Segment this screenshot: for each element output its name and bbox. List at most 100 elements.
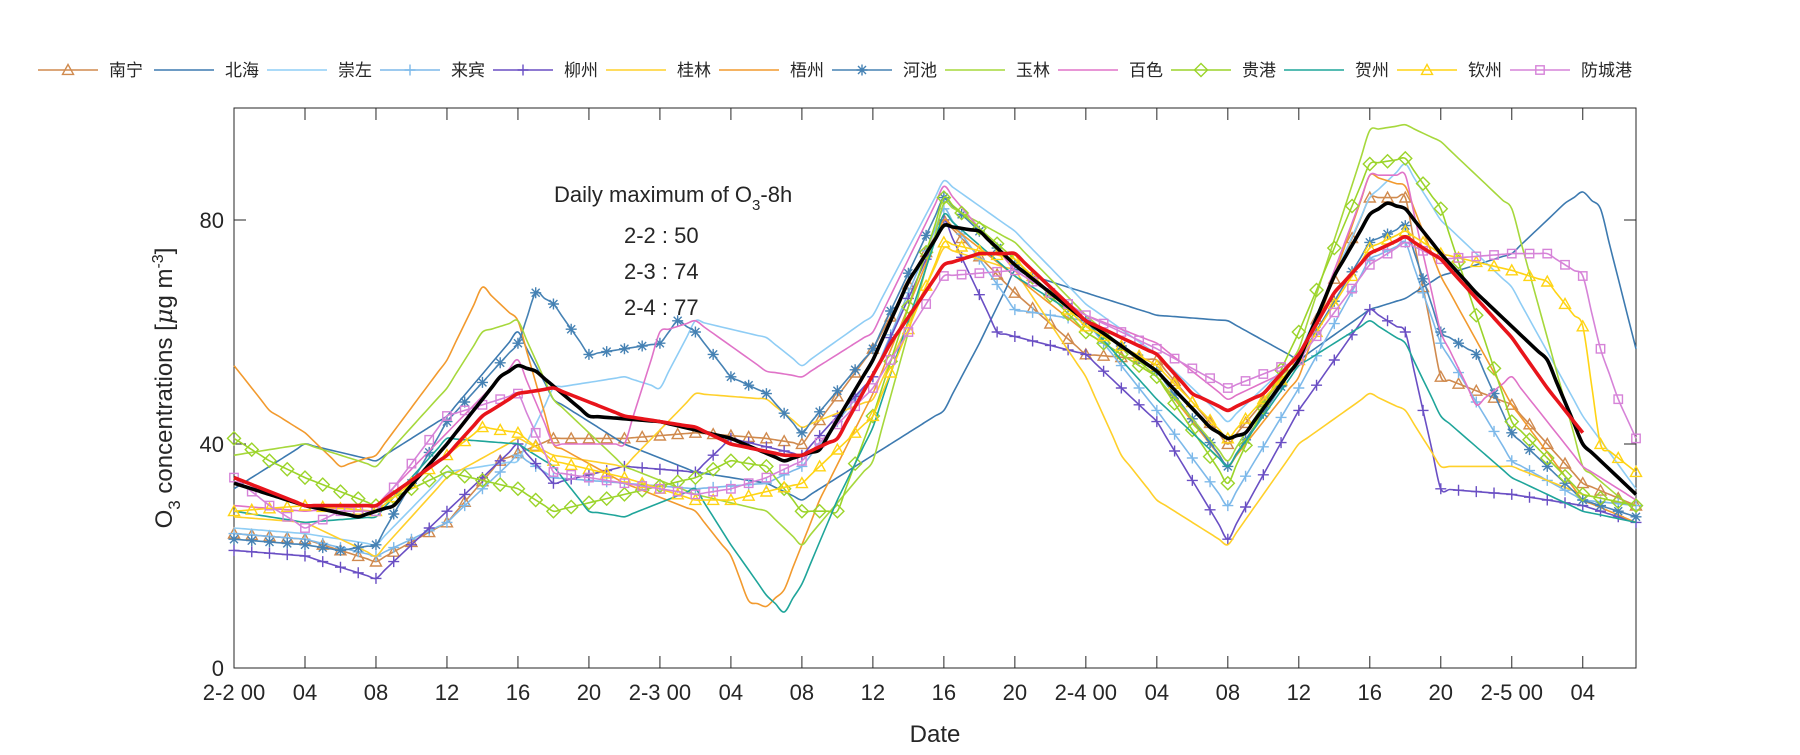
data-point xyxy=(459,396,471,408)
y-tick-label: 0 xyxy=(212,656,224,681)
legend-item: 梧州 xyxy=(719,61,824,80)
data-point xyxy=(850,401,861,412)
data-point xyxy=(1506,427,1518,439)
series-layer xyxy=(226,123,1644,613)
legend-marker xyxy=(856,64,868,76)
data-point xyxy=(1257,441,1269,453)
data-point xyxy=(617,470,632,483)
data-point xyxy=(1489,250,1499,260)
x-tick-label: 2-5 00 xyxy=(1481,680,1543,705)
data-point xyxy=(1293,404,1305,416)
data-point xyxy=(778,469,790,481)
data-point xyxy=(511,425,525,438)
data-point xyxy=(1328,354,1340,366)
data-point xyxy=(1595,343,1606,354)
legend-label: 河池 xyxy=(903,61,937,80)
data-point xyxy=(1151,404,1163,416)
x-tick-label: 12 xyxy=(1287,680,1311,705)
data-point xyxy=(1204,437,1216,449)
data-point xyxy=(867,343,879,355)
data-point xyxy=(1397,150,1413,166)
data-point xyxy=(1575,486,1591,502)
annotation-line-2: 2-3 : 74 xyxy=(624,259,699,284)
data-point xyxy=(1488,425,1500,437)
data-point xyxy=(796,460,808,472)
data-point xyxy=(1328,295,1340,307)
data-point xyxy=(1115,382,1127,394)
data-point xyxy=(1434,369,1448,382)
data-point xyxy=(1187,363,1198,374)
data-point xyxy=(1417,404,1429,416)
data-point xyxy=(564,458,578,471)
data-point xyxy=(619,478,630,489)
data-point xyxy=(885,305,897,317)
data-point xyxy=(991,278,1003,290)
annotation-line-3: 2-4 : 77 xyxy=(624,295,699,320)
data-point xyxy=(1417,273,1429,285)
data-point xyxy=(244,442,260,458)
data-point xyxy=(1435,337,1447,349)
data-point xyxy=(707,449,719,461)
data-point xyxy=(1240,376,1251,386)
data-point xyxy=(690,489,701,500)
data-point xyxy=(1453,252,1464,263)
data-point xyxy=(706,493,720,506)
legend-item: 贺州 xyxy=(1284,61,1389,80)
legend-label: 贺州 xyxy=(1355,61,1389,80)
x-tick-label: 08 xyxy=(364,680,388,705)
data-point xyxy=(599,466,614,479)
data-point xyxy=(1186,474,1198,486)
data-point xyxy=(1613,394,1624,405)
data-point xyxy=(282,511,293,522)
data-point xyxy=(1311,379,1323,391)
series-2 xyxy=(233,163,1637,546)
data-point xyxy=(796,427,808,439)
data-point xyxy=(1506,488,1518,500)
data-point xyxy=(459,405,470,416)
x-tick-label: 04 xyxy=(293,680,317,705)
data-point xyxy=(903,327,914,337)
series-1 xyxy=(233,191,1637,501)
data-point xyxy=(1256,392,1271,405)
data-point xyxy=(1610,494,1626,510)
data-point xyxy=(1364,259,1375,270)
data-point xyxy=(725,371,737,383)
data-point xyxy=(1524,491,1536,503)
legend-label: 南宁 xyxy=(109,61,143,80)
x-tick-label: 20 xyxy=(1003,680,1027,705)
legend-item: 崇左 xyxy=(267,61,372,80)
data-point xyxy=(688,493,703,506)
data-point xyxy=(726,483,736,494)
data-point xyxy=(830,389,845,402)
data-point xyxy=(1505,263,1519,276)
data-point xyxy=(1204,504,1216,516)
legend-item: 桂林 xyxy=(606,61,711,80)
data-point xyxy=(352,542,364,554)
data-point xyxy=(228,544,240,556)
data-point xyxy=(281,549,293,561)
data-point xyxy=(246,546,258,558)
data-point xyxy=(545,503,561,519)
data-point xyxy=(279,461,295,477)
data-point xyxy=(369,554,383,567)
data-point xyxy=(581,495,597,511)
series-line xyxy=(233,246,1637,557)
data-point xyxy=(956,208,968,220)
data-point xyxy=(475,420,490,433)
data-point xyxy=(1098,365,1110,377)
data-point xyxy=(1027,335,1039,347)
y-tick-label: 40 xyxy=(200,432,224,457)
data-point xyxy=(1044,339,1056,351)
data-point xyxy=(689,326,701,338)
plot-area xyxy=(233,107,1637,669)
data-point xyxy=(566,469,577,480)
data-point xyxy=(1629,465,1643,478)
data-point xyxy=(1115,360,1127,372)
legend-marker xyxy=(1535,65,1545,75)
data-point xyxy=(1044,309,1056,321)
data-point xyxy=(636,462,648,474)
data-point xyxy=(1240,501,1252,513)
data-point xyxy=(670,427,685,440)
data-point xyxy=(1008,285,1022,298)
x-tick-label: 12 xyxy=(861,680,885,705)
